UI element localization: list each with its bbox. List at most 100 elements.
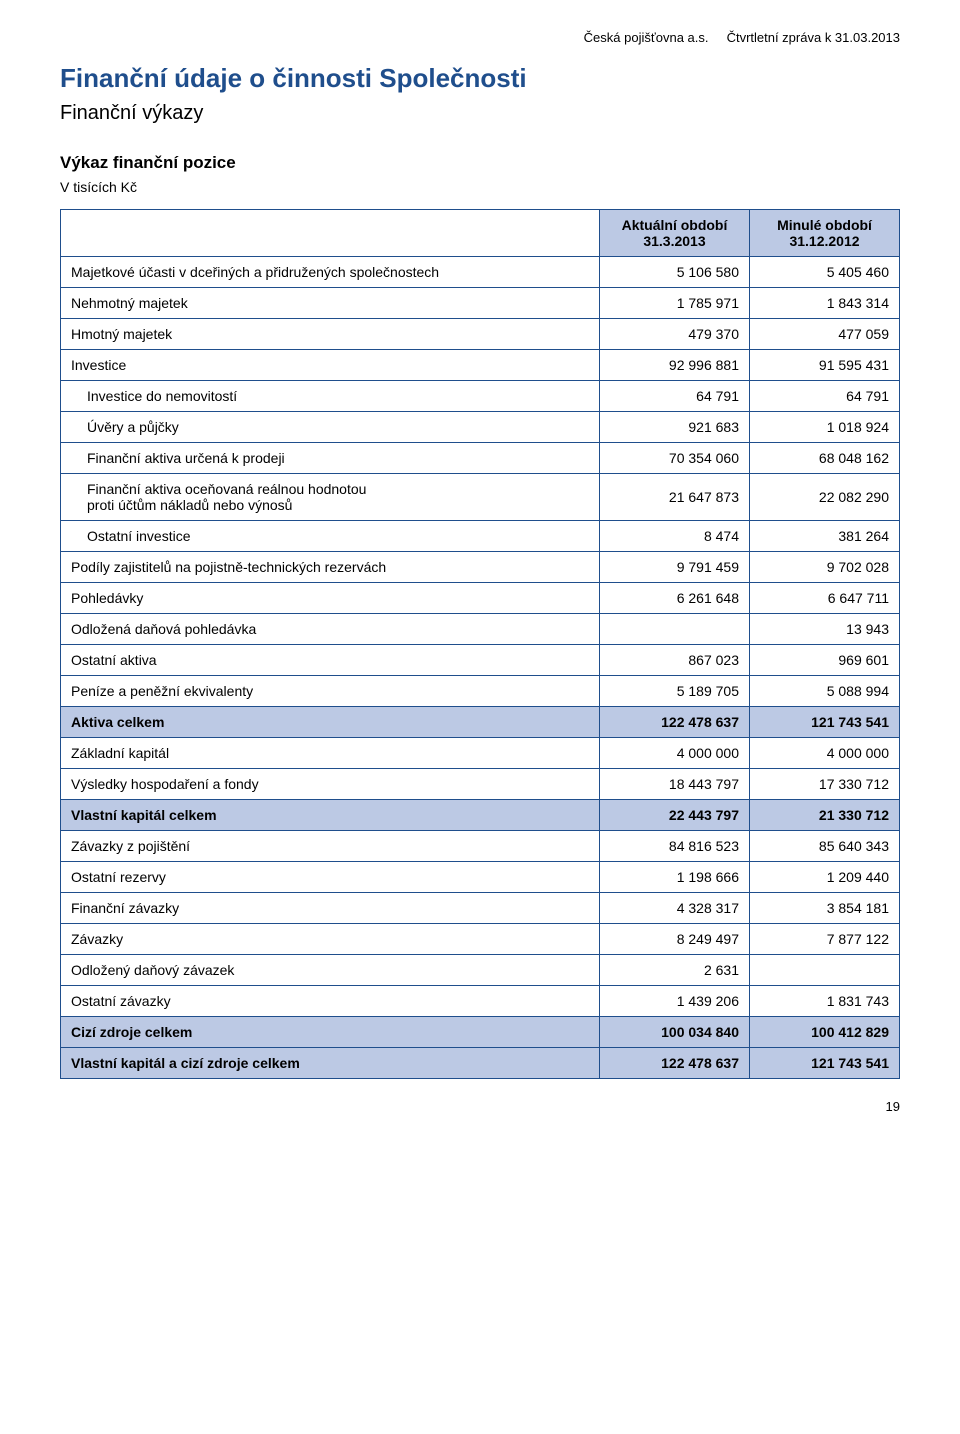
row-value-previous: 17 330 712 — [750, 769, 900, 800]
row-value-current: 921 683 — [600, 412, 750, 443]
row-value-previous: 1 209 440 — [750, 862, 900, 893]
table-row: Hmotný majetek479 370477 059 — [61, 319, 900, 350]
row-value-current: 18 443 797 — [600, 769, 750, 800]
row-value-previous: 5 088 994 — [750, 676, 900, 707]
table-row: Finanční aktiva určená k prodeji70 354 0… — [61, 443, 900, 474]
row-value-current: 2 631 — [600, 955, 750, 986]
col-header-previous-line1: Minulé období — [760, 217, 889, 233]
running-header: Česká pojišťovna a.s. Čtvrtletní zpráva … — [60, 30, 900, 45]
financial-position-table: Aktuální období 31.3.2013 Minulé období … — [60, 209, 900, 1079]
col-header-previous: Minulé období 31.12.2012 — [750, 210, 900, 257]
row-label: Investice — [61, 350, 600, 381]
row-value-previous: 85 640 343 — [750, 831, 900, 862]
row-label: Výsledky hospodaření a fondy — [61, 769, 600, 800]
row-value-previous — [750, 955, 900, 986]
table-row: Ostatní rezervy1 198 6661 209 440 — [61, 862, 900, 893]
row-label: Ostatní závazky — [61, 986, 600, 1017]
row-value-previous: 5 405 460 — [750, 257, 900, 288]
row-label: Peníze a peněžní ekvivalenty — [61, 676, 600, 707]
row-label: Základní kapitál — [61, 738, 600, 769]
row-label: Vlastní kapitál celkem — [61, 800, 600, 831]
row-label: Aktiva celkem — [61, 707, 600, 738]
row-label: Závazky z pojištění — [61, 831, 600, 862]
row-value-current: 4 000 000 — [600, 738, 750, 769]
row-value-previous: 4 000 000 — [750, 738, 900, 769]
row-label: Finanční závazky — [61, 893, 600, 924]
row-value-previous: 477 059 — [750, 319, 900, 350]
row-label: Majetkové účasti v dceřiných a přidružen… — [61, 257, 600, 288]
col-header-previous-line2: 31.12.2012 — [760, 233, 889, 249]
table-row: Závazky z pojištění84 816 52385 640 343 — [61, 831, 900, 862]
row-value-current: 1 439 206 — [600, 986, 750, 1017]
table-row: Ostatní investice8 474381 264 — [61, 521, 900, 552]
row-label: Odložený daňový závazek — [61, 955, 600, 986]
table-row: Závazky8 249 4977 877 122 — [61, 924, 900, 955]
row-label: Závazky — [61, 924, 600, 955]
page-number: 19 — [60, 1099, 900, 1114]
row-label: Hmotný majetek — [61, 319, 600, 350]
header-report: Čtvrtletní zpráva k 31.03.2013 — [727, 30, 900, 45]
table-row: Podíly zajistitelů na pojistně-technický… — [61, 552, 900, 583]
header-company: Česká pojišťovna a.s. — [584, 30, 709, 45]
row-value-current: 1 198 666 — [600, 862, 750, 893]
row-value-previous: 381 264 — [750, 521, 900, 552]
row-value-previous: 1 843 314 — [750, 288, 900, 319]
table-row: Odložený daňový závazek2 631 — [61, 955, 900, 986]
row-label: Finanční aktiva určená k prodeji — [61, 443, 600, 474]
row-label: Cizí zdroje celkem — [61, 1017, 600, 1048]
row-value-current: 1 785 971 — [600, 288, 750, 319]
row-value-current: 84 816 523 — [600, 831, 750, 862]
row-value-current: 8 474 — [600, 521, 750, 552]
row-value-previous: 7 877 122 — [750, 924, 900, 955]
main-title: Finanční údaje o činnosti Společnosti — [60, 63, 900, 94]
table-row: Úvěry a půjčky921 6831 018 924 — [61, 412, 900, 443]
col-header-current-line1: Aktuální období — [610, 217, 739, 233]
row-label: Ostatní investice — [61, 521, 600, 552]
row-value-current: 6 261 648 — [600, 583, 750, 614]
unit-line: V tisících Kč — [60, 179, 900, 195]
row-value-previous: 969 601 — [750, 645, 900, 676]
col-header-current: Aktuální období 31.3.2013 — [600, 210, 750, 257]
row-value-current: 22 443 797 — [600, 800, 750, 831]
row-value-current: 9 791 459 — [600, 552, 750, 583]
table-row: Odložená daňová pohledávka13 943 — [61, 614, 900, 645]
table-row: Pohledávky6 261 6486 647 711 — [61, 583, 900, 614]
row-label: Finanční aktiva oceňovaná reálnou hodnot… — [61, 474, 600, 521]
row-label: Úvěry a půjčky — [61, 412, 600, 443]
table-row: Cizí zdroje celkem100 034 840100 412 829 — [61, 1017, 900, 1048]
row-value-previous: 6 647 711 — [750, 583, 900, 614]
row-label: Pohledávky — [61, 583, 600, 614]
row-value-previous: 121 743 541 — [750, 1048, 900, 1079]
table-row: Peníze a peněžní ekvivalenty5 189 7055 0… — [61, 676, 900, 707]
page-container: Česká pojišťovna a.s. Čtvrtletní zpráva … — [0, 0, 960, 1154]
table-row: Majetkové účasti v dceřiných a přidružen… — [61, 257, 900, 288]
table-row: Investice do nemovitostí64 79164 791 — [61, 381, 900, 412]
table-body: Majetkové účasti v dceřiných a přidružen… — [61, 257, 900, 1079]
row-value-previous: 9 702 028 — [750, 552, 900, 583]
table-row: Ostatní aktiva867 023969 601 — [61, 645, 900, 676]
sub-title: Finanční výkazy — [60, 102, 900, 125]
table-row: Základní kapitál4 000 0004 000 000 — [61, 738, 900, 769]
row-label: Vlastní kapitál a cizí zdroje celkem — [61, 1048, 600, 1079]
table-row: Vlastní kapitál a cizí zdroje celkem122 … — [61, 1048, 900, 1079]
table-row: Finanční závazky4 328 3173 854 181 — [61, 893, 900, 924]
row-value-previous: 100 412 829 — [750, 1017, 900, 1048]
row-label: Ostatní aktiva — [61, 645, 600, 676]
row-value-previous: 68 048 162 — [750, 443, 900, 474]
row-value-previous: 21 330 712 — [750, 800, 900, 831]
row-value-current: 5 106 580 — [600, 257, 750, 288]
table-row: Ostatní závazky1 439 2061 831 743 — [61, 986, 900, 1017]
row-value-current — [600, 614, 750, 645]
row-value-current: 122 478 637 — [600, 1048, 750, 1079]
table-row: Finanční aktiva oceňovaná reálnou hodnot… — [61, 474, 900, 521]
row-value-current: 8 249 497 — [600, 924, 750, 955]
table-row: Výsledky hospodaření a fondy18 443 79717… — [61, 769, 900, 800]
table-row: Vlastní kapitál celkem22 443 79721 330 7… — [61, 800, 900, 831]
section-title: Výkaz finanční pozice — [60, 153, 900, 173]
table-row: Investice92 996 88191 595 431 — [61, 350, 900, 381]
row-label: Investice do nemovitostí — [61, 381, 600, 412]
row-value-current: 92 996 881 — [600, 350, 750, 381]
row-value-previous: 1 831 743 — [750, 986, 900, 1017]
row-value-current: 64 791 — [600, 381, 750, 412]
table-header-row: Aktuální období 31.3.2013 Minulé období … — [61, 210, 900, 257]
